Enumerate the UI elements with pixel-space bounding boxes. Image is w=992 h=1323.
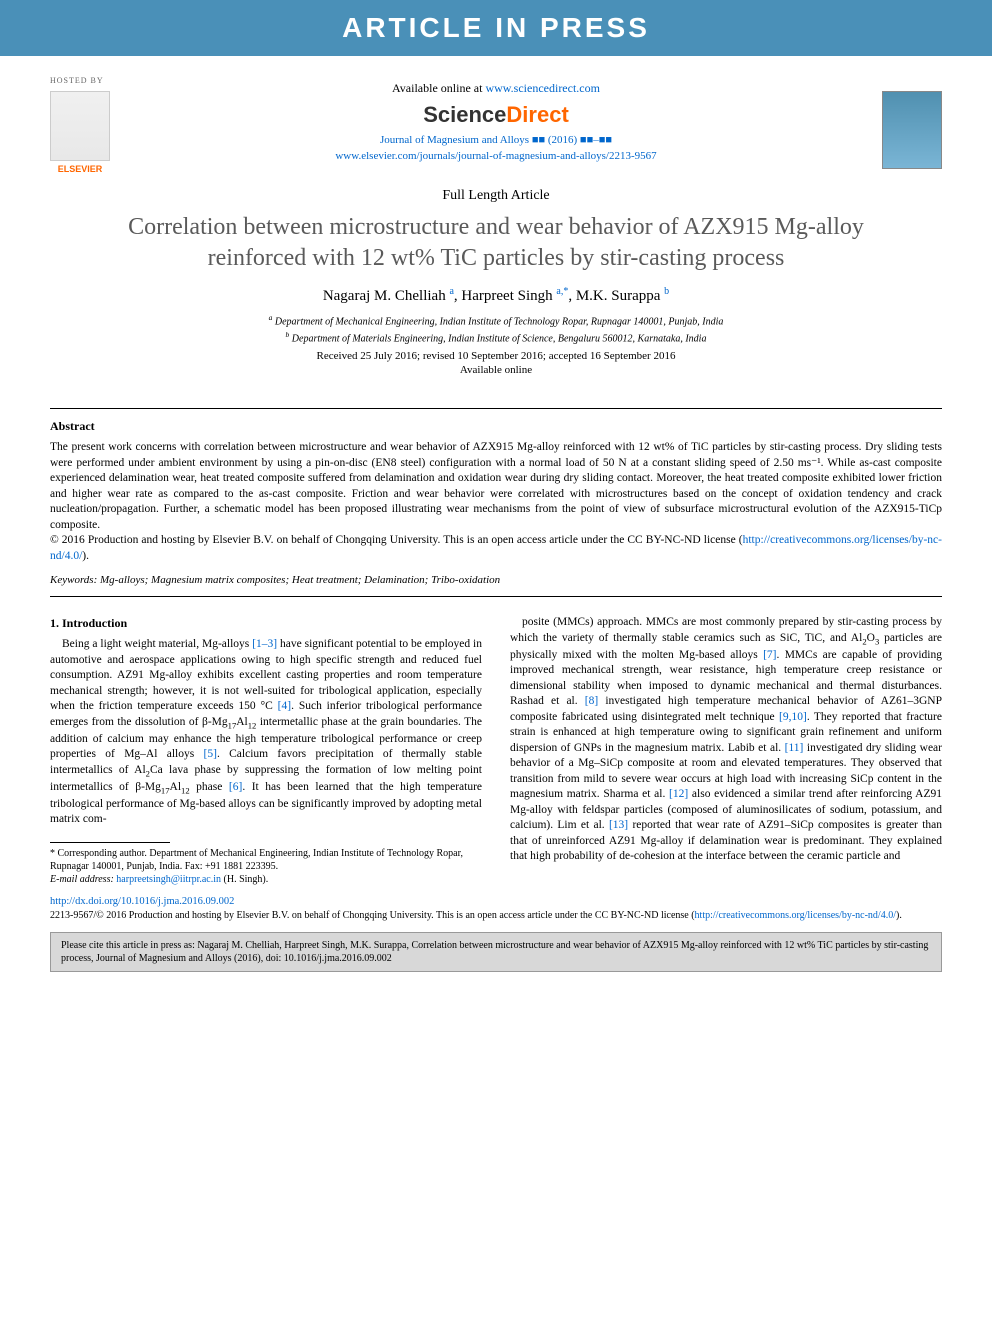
divider-bottom [50, 596, 942, 597]
author-2-sup: a,* [556, 286, 568, 297]
article-dates: Received 25 July 2016; revised 10 Septem… [50, 350, 942, 362]
author-3: M.K. Surappa [576, 288, 661, 304]
article-title: Correlation between microstructure and w… [110, 212, 882, 274]
journal-url-link[interactable]: www.elsevier.com/journals/journal-of-mag… [335, 150, 656, 162]
authors-line: Nagaraj M. Chelliah a, Harpreet Singh a,… [50, 286, 942, 305]
intro-col1-text: Being a light weight material, Mg-alloys… [50, 637, 482, 827]
sd-logo-part1: Science [423, 102, 506, 127]
abstract-body: The present work concerns with correlati… [50, 441, 942, 531]
author-1: Nagaraj M. Chelliah [323, 288, 446, 304]
affiliation-b: b Department of Materials Engineering, I… [50, 330, 942, 344]
column-left: 1. Introduction Being a light weight mat… [50, 615, 482, 886]
available-online-label: Available online [50, 364, 942, 376]
author-3-sup: b [664, 286, 669, 297]
intro-col2-text: posite (MMCs) approach. MMCs are most co… [510, 615, 942, 865]
article-in-press-banner: ARTICLE IN PRESS [0, 0, 992, 56]
body-columns: 1. Introduction Being a light weight mat… [50, 615, 942, 886]
journal-cover-thumbnail[interactable] [882, 91, 942, 169]
bottom-copyright: 2213-9567/© 2016 Production and hosting … [50, 909, 942, 922]
email-link[interactable]: harpreetsingh@iitrpr.ac.in [116, 874, 221, 885]
abstract-copyright: © 2016 Production and hosting by Elsevie… [50, 534, 743, 546]
bottom-copyright-close: ). [896, 910, 902, 921]
available-online-line: Available online at www.sciencedirect.co… [50, 81, 942, 96]
citation-text: Please cite this article in press as: Na… [61, 940, 928, 964]
corresponding-author-footnote: * Corresponding author. Department of Me… [50, 847, 482, 886]
banner-text: ARTICLE IN PRESS [342, 12, 650, 43]
journal-citation: Journal of Magnesium and Alloys ■■ (2016… [50, 134, 942, 146]
corr-author-text: * Corresponding author. Department of Me… [50, 848, 463, 872]
abstract-section: Abstract The present work concerns with … [50, 419, 942, 564]
email-suffix: (H. Singh). [221, 874, 268, 885]
abstract-copyright-close: ). [82, 550, 89, 562]
affiliation-a: a Department of Mechanical Engineering, … [50, 313, 942, 327]
affil-a-sup: a [269, 313, 273, 322]
footnote-separator [50, 842, 170, 843]
header-region: HOSTED BY Available online at www.scienc… [0, 56, 992, 398]
elsevier-logo[interactable] [50, 91, 110, 161]
author-2: Harpreet Singh [461, 288, 552, 304]
sd-logo-part2: Direct [506, 102, 568, 127]
available-prefix: Available online at [392, 81, 485, 95]
intro-heading: 1. Introduction [50, 615, 482, 631]
affil-b-text: Department of Materials Engineering, Ind… [292, 333, 707, 344]
abstract-heading: Abstract [50, 419, 942, 434]
column-right: posite (MMCs) approach. MMCs are most co… [510, 615, 942, 886]
issn-copyright: 2213-9567/© 2016 Production and hosting … [50, 910, 695, 921]
citation-box: Please cite this article in press as: Na… [50, 932, 942, 972]
email-label: E-mail address: [50, 874, 116, 885]
header-center: Available online at www.sciencedirect.co… [50, 76, 942, 164]
sciencedirect-logo[interactable]: ScienceDirect [50, 102, 942, 128]
keywords-label: Keywords: [50, 574, 97, 586]
article-type: Full Length Article [50, 188, 942, 204]
affil-a-text: Department of Mechanical Engineering, In… [275, 317, 723, 328]
hosted-by-label: HOSTED BY [50, 76, 104, 85]
affil-b-sup: b [286, 330, 290, 339]
divider-top [50, 408, 942, 409]
abstract-text: The present work concerns with correlati… [50, 440, 942, 564]
keywords-line: Keywords: Mg-alloys; Magnesium matrix co… [50, 574, 942, 586]
bottom-license-link[interactable]: http://creativecommons.org/licenses/by-n… [695, 910, 896, 921]
doi-link[interactable]: http://dx.doi.org/10.1016/j.jma.2016.09.… [50, 896, 234, 907]
sciencedirect-url-link[interactable]: www.sciencedirect.com [485, 81, 600, 95]
keywords-text: Mg-alloys; Magnesium matrix composites; … [97, 574, 500, 586]
doi-line: http://dx.doi.org/10.1016/j.jma.2016.09.… [50, 896, 942, 907]
